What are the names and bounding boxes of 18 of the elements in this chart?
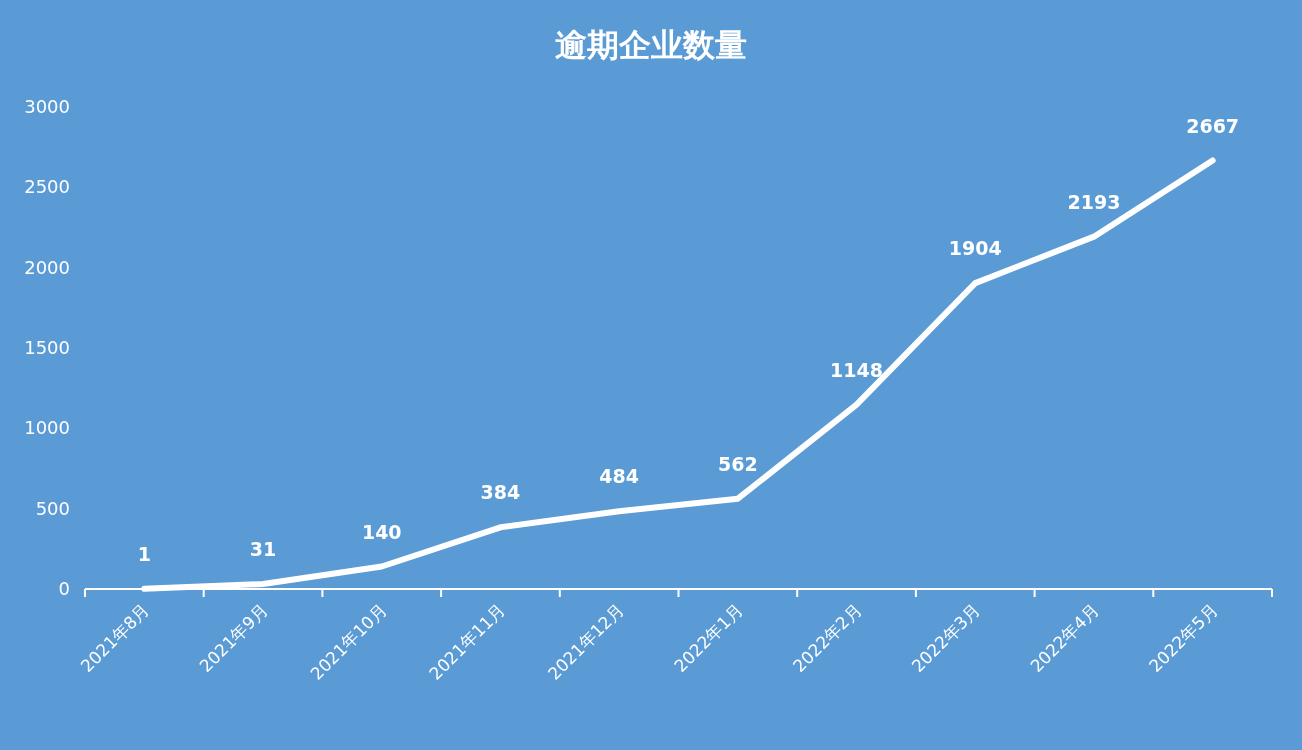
data-label: 140 [361,520,402,543]
data-label: 1904 [948,237,1002,260]
y-tick-label: 3000 [24,96,70,117]
data-label: 562 [718,452,758,475]
y-tick-label: 500 [35,497,70,519]
y-tick-label: 0 [58,578,70,599]
y-tick-label: 1000 [24,417,70,439]
title: 逾期企业数量 [555,26,747,64]
y-tick-label: 2500 [24,176,70,198]
y-tick-label: 1500 [24,337,70,358]
data-label: 384 [480,481,521,504]
data-label: 484 [599,465,639,488]
y-tick-label: 2000 [24,256,70,278]
data-label: 31 [249,538,277,561]
data-label: 2193 [1067,190,1121,213]
data-label: 1148 [830,358,883,381]
data-label: 1 [137,542,151,565]
data-label: 2667 [1186,114,1240,137]
